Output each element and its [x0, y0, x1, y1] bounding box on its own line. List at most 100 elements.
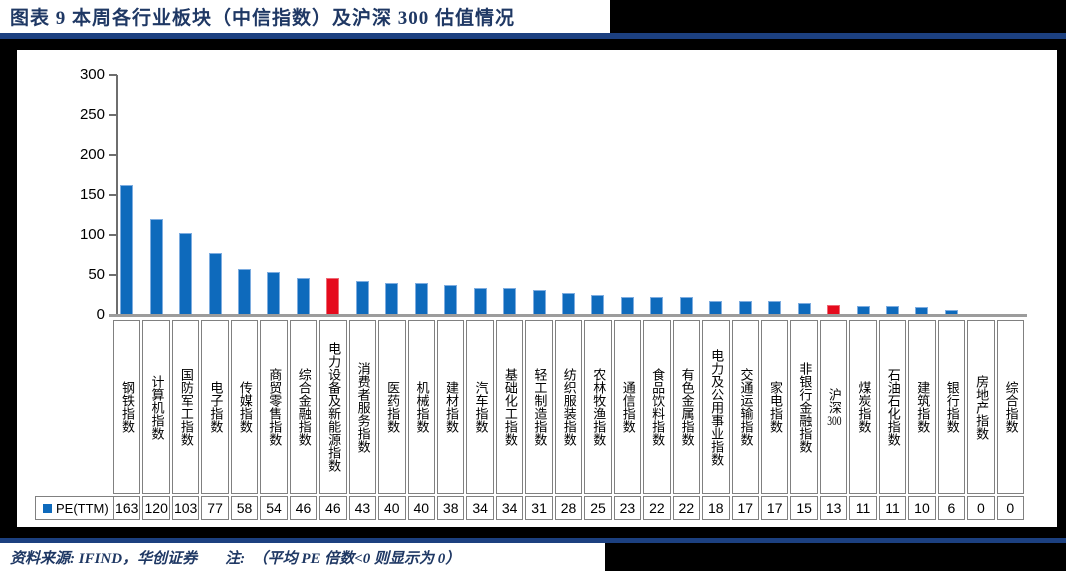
- pe-value-cell: 31: [525, 496, 553, 520]
- footer-rule: [0, 538, 1066, 543]
- bar-zone: [967, 75, 994, 315]
- chart-column: 石油石化指数 11: [878, 75, 907, 520]
- figure-title-band: 图表 9 本周各行业板块（中信指数）及沪深 300 估值情况: [0, 0, 610, 33]
- bar-zone: [260, 75, 287, 315]
- bar-zone: [938, 75, 965, 315]
- category-label: 电力设备及新能源指数: [319, 320, 347, 494]
- bar: [473, 287, 487, 315]
- category-label: 农林牧渔指数: [584, 320, 612, 494]
- chart-column: 计算机指数 120: [142, 75, 170, 520]
- pe-value-cell: 17: [731, 496, 759, 520]
- category-label: 有色金属指数: [672, 320, 701, 494]
- pe-value-cell: 54: [260, 496, 288, 520]
- bar-zone: [908, 75, 935, 315]
- category-label: 综合金融指数: [289, 320, 318, 494]
- category-label: 电力及公用事业指数: [702, 320, 730, 494]
- chart-column: 机械指数 40: [407, 75, 435, 520]
- chart-column: 非银行金融指数 15: [790, 75, 818, 520]
- chart-column: 纺织服装指数 28: [554, 75, 583, 520]
- category-label: 银行指数: [937, 320, 966, 494]
- y-axis-tick-label: 150: [79, 186, 105, 203]
- category-label: 轻工制造指数: [525, 320, 553, 494]
- note-text: 注: （平均 PE 倍数<0 则显示为 0）: [225, 550, 461, 567]
- bar-zone: [879, 75, 906, 315]
- bar: [915, 307, 929, 315]
- pe-value-cell: 11: [849, 496, 877, 520]
- bar-zone: [997, 75, 1024, 315]
- bar-zone: [290, 75, 317, 315]
- pe-value-cell: 22: [672, 496, 701, 520]
- bar: [149, 219, 163, 315]
- y-axis-tick-mark: [109, 234, 117, 236]
- pe-value-cell: 46: [319, 496, 347, 520]
- bar: [414, 283, 428, 315]
- chart-column: 电力及公用事业指数 18: [702, 75, 730, 520]
- chart-column: 轻工制造指数 31: [525, 75, 553, 520]
- pe-value-cell: 13: [819, 496, 848, 520]
- y-axis-tick-mark: [109, 154, 117, 156]
- y-axis-tick-mark: [109, 114, 117, 116]
- bar-zone: [172, 75, 199, 315]
- category-label: 交通运输指数: [731, 320, 759, 494]
- category-label: 建筑指数: [908, 320, 936, 494]
- chart-column: 电子指数 77: [201, 75, 229, 520]
- pe-value-cell: 43: [348, 496, 377, 520]
- pe-value-cell: 58: [230, 496, 259, 520]
- y-axis-tick-label: 250: [79, 106, 105, 123]
- bar-highlighted: [827, 304, 841, 315]
- bar-zone: [820, 75, 847, 315]
- bar-zone: [673, 75, 700, 315]
- source-text: 资料来源: IFIND，华创证券: [10, 550, 198, 567]
- chart-column: 商贸零售指数 54: [260, 75, 288, 520]
- bar-zone: [525, 75, 552, 315]
- category-label: 家电指数: [760, 320, 789, 494]
- bar: [444, 284, 458, 315]
- bar-zone: [732, 75, 759, 315]
- pe-value-cell: 11: [878, 496, 907, 520]
- bar-zone: [319, 75, 346, 315]
- chart-column: 国防军工指数 103: [171, 75, 200, 520]
- pe-value-cell: 6: [937, 496, 966, 520]
- bar-zone: [555, 75, 582, 315]
- y-axis-tick-label: 0: [96, 306, 105, 323]
- title-underline: [0, 33, 1066, 39]
- chart-card: 0 50 100 150 200 250 300 钢铁指数 163 计算机指数 120 国防军工指数…: [17, 50, 1057, 527]
- category-label: 通信指数: [613, 320, 642, 494]
- pe-value-cell: 163: [113, 496, 141, 520]
- category-label: 钢铁指数: [113, 320, 141, 494]
- bar: [562, 292, 576, 315]
- bar: [503, 287, 517, 315]
- category-label: 沪深 300: [819, 320, 848, 494]
- bar-zone: [761, 75, 788, 315]
- bar: [886, 306, 899, 315]
- pe-value-cell: 22: [643, 496, 671, 520]
- category-label: 医药指数: [378, 320, 406, 494]
- chart-column: 建筑指数 10: [908, 75, 936, 520]
- bar-chart-columns: 钢铁指数 163 计算机指数 120 国防军工指数 103 电子指数 77 传媒指数 58 商贸零售…: [113, 75, 1025, 520]
- bar-zone: [378, 75, 405, 315]
- bar: [650, 297, 664, 315]
- bar-highlighted: [326, 278, 340, 315]
- pe-value-cell: 0: [967, 496, 995, 520]
- category-label: 传媒指数: [230, 320, 259, 494]
- legend-label: PE(TTM): [56, 500, 109, 516]
- bar: [738, 301, 752, 315]
- bar: [620, 296, 634, 315]
- legend-square-icon: [43, 503, 52, 513]
- y-axis-tick-label: 200: [79, 146, 105, 163]
- pe-value-cell: 40: [378, 496, 406, 520]
- bar-zone: [437, 75, 464, 315]
- chart-column: 煤炭指数 11: [849, 75, 877, 520]
- bar-zone: [113, 75, 140, 315]
- y-axis-tick-mark: [109, 194, 117, 196]
- bar: [296, 278, 310, 315]
- category-label: 石油石化指数: [878, 320, 907, 494]
- bar: [944, 310, 958, 315]
- chart-column: 综合金融指数 46: [289, 75, 318, 520]
- bar: [208, 253, 222, 315]
- category-label: 建材指数: [436, 320, 465, 494]
- bar-zone: [614, 75, 641, 315]
- y-axis-tick-label: 300: [79, 66, 105, 83]
- legend-cell: PE(TTM): [35, 496, 114, 520]
